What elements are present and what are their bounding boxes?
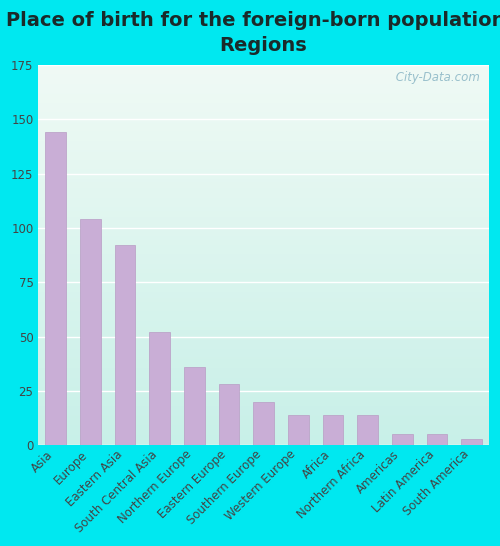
Bar <box>288 415 308 445</box>
Bar <box>392 435 412 445</box>
Bar <box>253 402 274 445</box>
Text: City-Data.com: City-Data.com <box>392 70 480 84</box>
Bar <box>461 438 482 445</box>
Bar <box>322 415 344 445</box>
Title: Place of birth for the foreign-born population -
Regions: Place of birth for the foreign-born popu… <box>6 11 500 55</box>
Bar <box>218 384 240 445</box>
Bar <box>357 415 378 445</box>
Bar <box>114 245 136 445</box>
Bar <box>184 367 204 445</box>
Bar <box>80 219 100 445</box>
Bar <box>426 435 448 445</box>
Bar <box>149 333 170 445</box>
Bar <box>46 132 66 445</box>
